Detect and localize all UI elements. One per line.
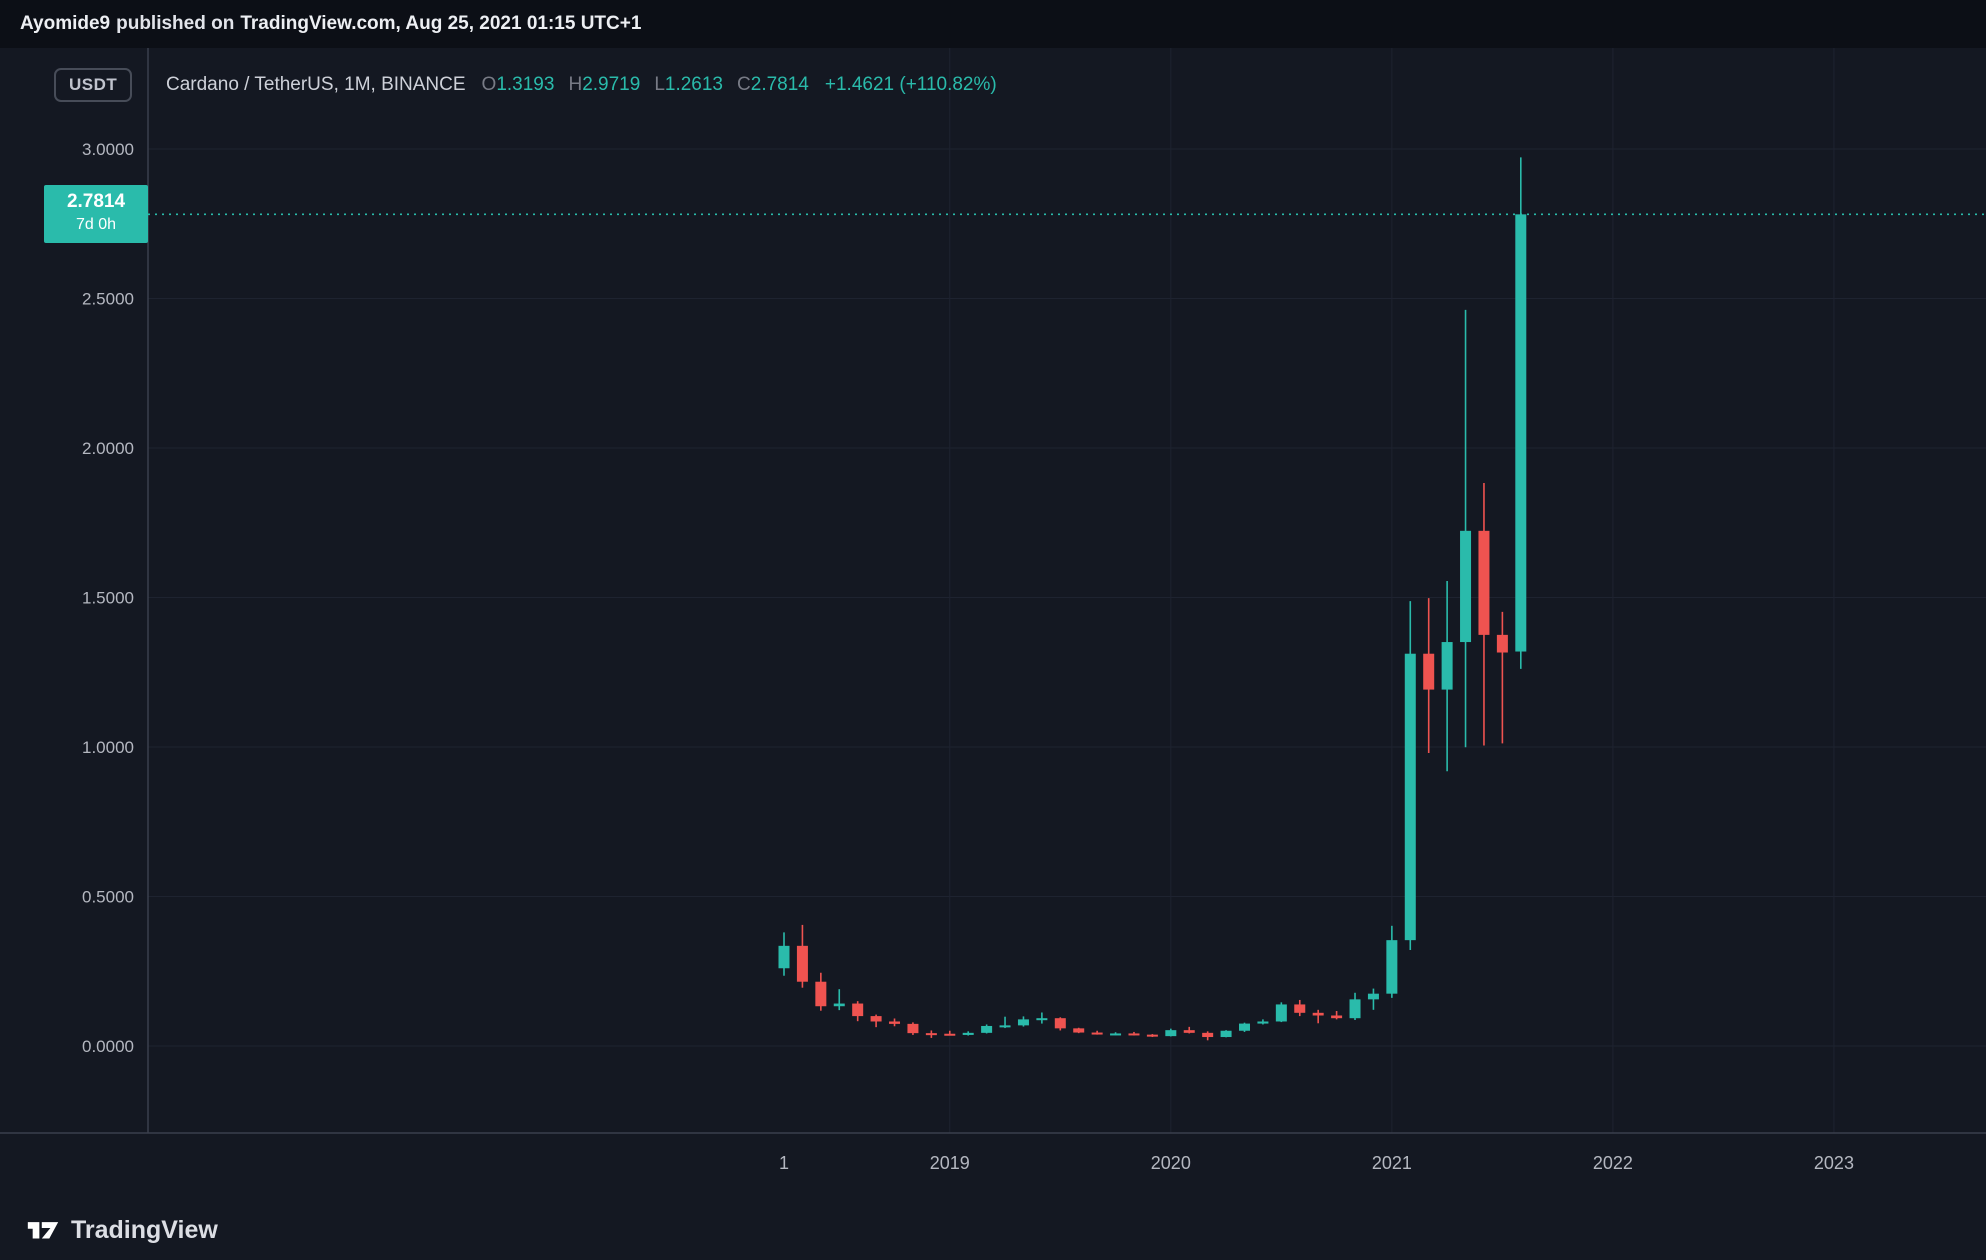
time-axis-label: 2022 [1593, 1153, 1633, 1173]
candle-body [1110, 1033, 1122, 1036]
candle-body [1275, 1004, 1287, 1022]
legend-close-label: C [737, 74, 751, 95]
candle-body [1478, 530, 1490, 635]
candle-body [1367, 993, 1379, 1000]
last-price-badge: 2.7814 7d 0h [44, 185, 148, 243]
last-price: 2.7814 [66, 191, 126, 213]
legend-high: H2.9719 [568, 74, 640, 96]
candle-body [1146, 1034, 1158, 1037]
price-axis-label: 3.0000 [82, 140, 134, 159]
publish-text: published on [116, 13, 235, 34]
chart-legend: Cardano / TetherUS, 1M, BINANCE O1.3193 … [166, 74, 997, 96]
candle-body [1331, 1015, 1343, 1019]
time-axis-label: 1 [779, 1153, 789, 1173]
candle-body [1294, 1004, 1306, 1013]
price-axis-label: 2.5000 [82, 290, 134, 309]
candle-body [1220, 1030, 1232, 1038]
legend-open: O1.3193 [482, 74, 555, 96]
candle-body [1257, 1021, 1269, 1024]
candle-body [1515, 214, 1527, 652]
candle-body [1165, 1030, 1177, 1037]
candle-body [1239, 1023, 1250, 1031]
candle-body [962, 1032, 974, 1035]
candle-body [1423, 653, 1435, 690]
candle-body [1017, 1019, 1029, 1026]
price-axis-label: 0.0000 [82, 1037, 134, 1056]
legend-low: L1.2613 [654, 74, 723, 96]
legend-high-value: 2.9719 [582, 74, 641, 95]
candle-body [907, 1023, 919, 1034]
price-axis-label: 2.0000 [82, 439, 134, 458]
legend-low-value: 1.2613 [664, 74, 724, 95]
candle-body [981, 1025, 993, 1033]
footer: TradingView [0, 1200, 1986, 1260]
time-axis-label: 2023 [1814, 1153, 1854, 1173]
candle-body [1386, 940, 1398, 994]
candle-body [889, 1021, 901, 1024]
candle-body [1404, 653, 1416, 941]
time-axis-label: 2021 [1372, 1153, 1412, 1173]
tradingview-logo-icon[interactable] [26, 1215, 60, 1245]
symbol-title[interactable]: Cardano / TetherUS, 1M, BINANCE [166, 74, 466, 95]
candle-body [870, 1016, 882, 1022]
chart-area: 3.0000 2.5000 2.0000 1.5000 1.0000 0.5000 0.00… [0, 48, 1986, 1200]
legend-low-label: L [654, 74, 665, 95]
price-axis-label: 0.5000 [82, 888, 134, 907]
candle-body [944, 1033, 956, 1036]
candle-body [925, 1033, 937, 1036]
candle-body [1312, 1012, 1324, 1016]
publish-bar: Ayomide9 published on TradingView.com, A… [0, 0, 1986, 48]
candle-body [833, 1003, 845, 1007]
tradingview-wordmark[interactable]: TradingView [71, 1215, 218, 1244]
publish-site-date: TradingView.com, Aug 25, 2021 01:15 UTC+… [240, 13, 642, 34]
legend-high-label: H [568, 74, 583, 95]
legend-close: C2.7814 [737, 74, 809, 96]
candle-body [1202, 1032, 1214, 1038]
candle-body [1183, 1030, 1195, 1033]
candle-body [778, 945, 790, 969]
price-axis-label: 1.0000 [82, 738, 134, 757]
candle-body [1073, 1028, 1085, 1033]
candle-body [1349, 999, 1361, 1019]
chart-canvas[interactable]: 3.0000 2.5000 2.0000 1.5000 1.0000 0.5000 0.00… [0, 48, 1986, 1200]
currency-toggle-badge[interactable]: USDT [54, 68, 133, 102]
bar-countdown: 7d 0h [75, 216, 117, 234]
publish-author: Ayomide9 [20, 13, 111, 34]
candle-body [1496, 634, 1508, 653]
legend-ohlc: O1.3193 H2.9719 L1.2613 C2.7814 [482, 74, 809, 96]
candle-body [999, 1025, 1011, 1028]
candle-body [1091, 1032, 1103, 1035]
candle-body [1441, 642, 1453, 690]
candle-body [1054, 1018, 1066, 1029]
candle-body [796, 945, 808, 982]
price-axis-label: 1.5000 [82, 589, 134, 608]
candle-body [1460, 530, 1472, 643]
candle-body [1128, 1033, 1140, 1036]
candle-body [1036, 1018, 1048, 1021]
legend-close-value: 2.7814 [750, 74, 809, 95]
time-axis-label: 2020 [1151, 1153, 1191, 1173]
candle-body [815, 981, 827, 1007]
candle-body [852, 1003, 864, 1017]
legend-open-value: 1.3193 [496, 74, 555, 95]
legend-change: +1.4621 (+110.82%) [824, 74, 997, 95]
legend-open-label: O [481, 74, 497, 95]
time-axis-label: 2019 [930, 1153, 970, 1173]
